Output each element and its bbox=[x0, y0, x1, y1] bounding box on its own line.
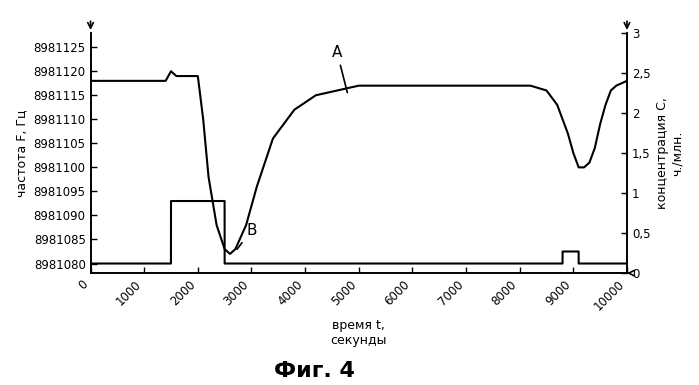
Text: Фиг. 4: Фиг. 4 bbox=[274, 361, 355, 381]
Text: B: B bbox=[237, 223, 257, 249]
X-axis label: время t,
секунды: время t, секунды bbox=[331, 319, 387, 347]
Text: A: A bbox=[332, 45, 347, 92]
Y-axis label: концентрация С,
ч./млн.: концентрация С, ч./млн. bbox=[656, 97, 684, 209]
Y-axis label: частота F, Гц: частота F, Гц bbox=[15, 109, 28, 197]
